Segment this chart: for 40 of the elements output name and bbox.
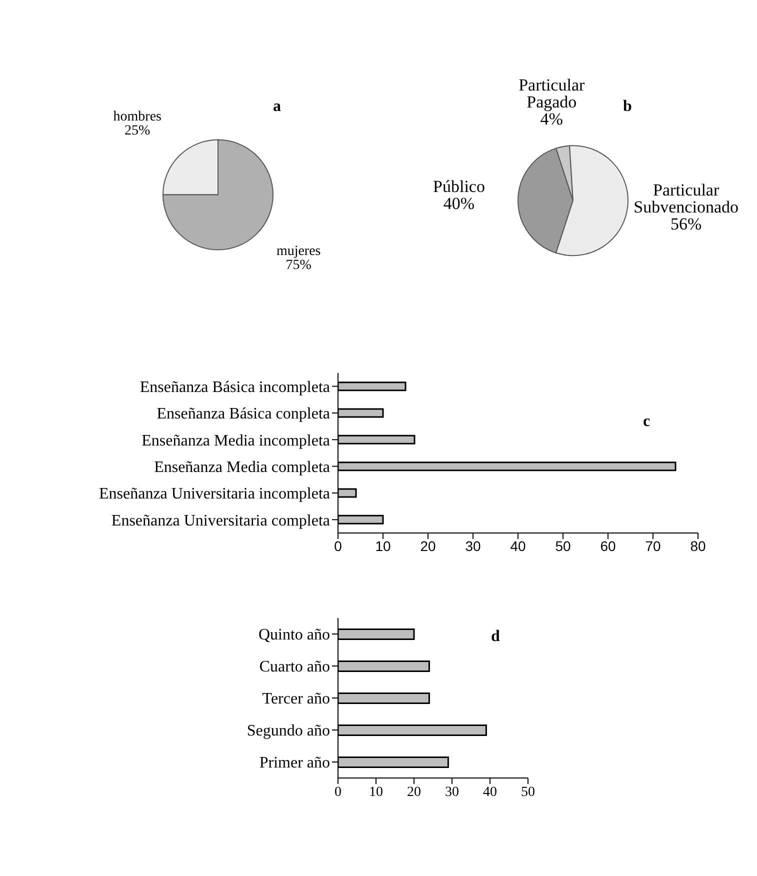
y-tick-label: Enseñanza Básica conpleta bbox=[156, 406, 330, 423]
x-tick-label: 60 bbox=[600, 538, 616, 554]
x-tick-label: 40 bbox=[483, 784, 497, 800]
x-tick-label: 50 bbox=[521, 784, 535, 800]
pie-slice bbox=[162, 139, 274, 250]
y-tick-label: Enseñanza Media completa bbox=[154, 459, 330, 476]
x-tick-label: 10 bbox=[369, 784, 383, 800]
data-label: 25% bbox=[124, 124, 151, 139]
y-tick-label: Cuarto año bbox=[259, 658, 330, 676]
y-tick-label: Enseñanza Universitaria completa bbox=[111, 512, 330, 530]
data-label: 40% bbox=[443, 194, 475, 214]
x-tick-label: 20 bbox=[420, 538, 436, 554]
y-tick-label: Enseñanza Media incompleta bbox=[142, 432, 330, 450]
text: c bbox=[643, 413, 650, 431]
text: b bbox=[623, 98, 632, 116]
x-tick-label: 50 bbox=[555, 538, 571, 554]
y-tick-label: Quinto año bbox=[258, 626, 330, 644]
slice-label: Particular Subvencionado bbox=[634, 180, 739, 217]
y-tick-label: Primer año bbox=[259, 754, 330, 772]
x-tick-label: 80 bbox=[690, 538, 706, 554]
y-tick-label: Enseñanza Universitaria incompleta bbox=[98, 486, 330, 503]
data-label: 56% bbox=[670, 214, 702, 234]
x-tick-label: 70 bbox=[645, 538, 661, 554]
text: d bbox=[491, 628, 500, 646]
slice-label: mujeres bbox=[276, 244, 321, 259]
x-tick-label: 0 bbox=[334, 538, 342, 554]
x-tick-label: 20 bbox=[407, 784, 421, 800]
y-tick-label: Enseñanza Básica incompleta bbox=[140, 379, 330, 396]
slice-label: Particular Pagado bbox=[518, 75, 586, 112]
x-tick-label: 30 bbox=[445, 784, 459, 800]
y-tick-label: Segundo año bbox=[246, 722, 330, 740]
x-tick-label: 10 bbox=[375, 538, 391, 554]
data-label: 75% bbox=[286, 258, 312, 273]
slice-label: hombres bbox=[113, 110, 162, 125]
chart-title: a bbox=[273, 98, 281, 116]
slice-label: Público bbox=[433, 177, 485, 196]
y-tick-label: Tercer año bbox=[262, 690, 330, 708]
x-tick-label: 40 bbox=[510, 538, 526, 554]
x-tick-label: 0 bbox=[334, 784, 342, 800]
x-tick-label: 30 bbox=[465, 538, 481, 554]
